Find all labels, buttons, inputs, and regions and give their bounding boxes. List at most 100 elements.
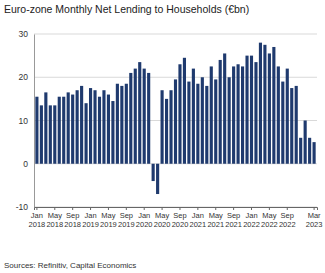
x-tick: Jan2018: [29, 207, 46, 229]
bar: [281, 82, 284, 164]
x-tick-label: May2020: [154, 211, 171, 228]
bar: [58, 97, 61, 164]
x-tick-mark: [108, 207, 109, 210]
bar: [129, 73, 132, 164]
x-tick-mark: [287, 207, 288, 210]
source: Sources: Refinitiv, Capital Economics: [4, 261, 136, 270]
bar: [268, 53, 271, 163]
bar: [76, 90, 79, 164]
x-axis: Jan2018May2018Sep2018Jan2019May2019Sep20…: [29, 207, 323, 229]
bar: [53, 105, 56, 163]
y-tick-label: 0: [23, 159, 28, 169]
x-tick-label: May2022: [261, 211, 278, 228]
bar: [214, 79, 217, 163]
bar: [228, 77, 231, 164]
x-tick: Sep2019: [118, 207, 135, 229]
bar: [116, 84, 119, 164]
bar: [250, 56, 253, 164]
x-tick: Sep2022: [279, 207, 296, 229]
bar: [241, 66, 244, 163]
x-tick-label: Mar2023: [306, 211, 323, 228]
bar: [295, 86, 298, 164]
bar: [62, 97, 65, 164]
bar: [107, 95, 110, 164]
x-tick-label: Sep2021: [225, 211, 242, 228]
bar: [44, 92, 47, 163]
x-tick: May2022: [261, 207, 278, 229]
bar: [219, 60, 222, 164]
y-tick-label: 10: [19, 116, 29, 126]
chart: Euro-zone Monthly Net Lending to Househo…: [0, 0, 325, 273]
bar: [245, 56, 248, 164]
bar: [196, 84, 199, 164]
bar: [187, 82, 190, 164]
bar: [67, 92, 70, 163]
x-tick-label: Sep2020: [172, 211, 189, 228]
x-tick: May2018: [46, 207, 63, 229]
x-tick-mark: [251, 207, 252, 210]
bar: [308, 138, 311, 164]
bar: [174, 79, 177, 163]
x-tick: Jan2021: [190, 207, 207, 229]
x-tick-mark: [314, 207, 315, 210]
title: Euro-zone Monthly Net Lending to Househo…: [4, 3, 249, 15]
bar: [40, 105, 43, 163]
bar: [98, 97, 101, 164]
x-tick: Jan2022: [243, 207, 260, 229]
x-tick-mark: [233, 207, 234, 210]
bar: [223, 53, 226, 163]
bar: [183, 58, 186, 164]
bar: [161, 90, 164, 164]
x-tick-mark: [90, 207, 91, 210]
bar: [134, 69, 137, 164]
x-tick: May2020: [154, 207, 171, 229]
x-tick-mark: [126, 207, 127, 210]
x-axis-line: [35, 208, 318, 211]
x-tick-mark: [36, 207, 37, 210]
x-tick-label: Sep2022: [279, 211, 296, 228]
plot: -100102030Jan2018May2018Sep2018Jan2019Ma…: [16, 29, 323, 228]
bar: [165, 99, 168, 164]
bar: [111, 101, 114, 164]
x-tick-label: May2021: [207, 211, 224, 228]
x-tick-label: Jan2022: [243, 211, 260, 228]
y-tick-label: -10: [16, 202, 29, 212]
x-tick-label: Sep2018: [64, 211, 81, 228]
bar: [263, 45, 266, 164]
x-tick-mark: [144, 207, 145, 210]
x-tick: May2019: [100, 207, 117, 229]
x-tick-mark: [162, 207, 163, 210]
x-tick: Jan2019: [82, 207, 99, 229]
x-tick: Jan2020: [136, 207, 153, 229]
bar: [290, 88, 293, 164]
bar: [35, 97, 38, 164]
bar: [49, 105, 52, 163]
bar: [178, 64, 181, 163]
x-tick-label: Jan2021: [190, 211, 207, 228]
bar: [138, 62, 141, 164]
x-tick-mark: [197, 207, 198, 210]
x-tick: May2021: [207, 207, 224, 229]
bar: [259, 43, 262, 164]
y-tick: 10: [19, 116, 34, 126]
grid: [34, 34, 317, 207]
bar: [205, 86, 208, 164]
bar: [102, 90, 105, 164]
bar: [286, 69, 289, 164]
x-tick: Sep2020: [172, 207, 189, 229]
bar: [232, 66, 235, 163]
y-axis: -100102030: [16, 29, 35, 212]
bar: [210, 66, 213, 163]
x-tick: Sep2018: [64, 207, 81, 229]
y-tick: 30: [19, 29, 34, 39]
x-tick-mark: [179, 207, 180, 210]
bar: [237, 64, 240, 163]
bar: [169, 90, 172, 164]
x-tick-label: Jan2018: [29, 211, 46, 228]
bar: [93, 90, 96, 164]
x-tick-label: May2019: [100, 211, 117, 228]
grid-line: [34, 34, 317, 35]
bar: [304, 121, 307, 164]
x-tick-label: Jan2019: [82, 211, 99, 228]
x-tick: Mar2023: [306, 207, 323, 229]
